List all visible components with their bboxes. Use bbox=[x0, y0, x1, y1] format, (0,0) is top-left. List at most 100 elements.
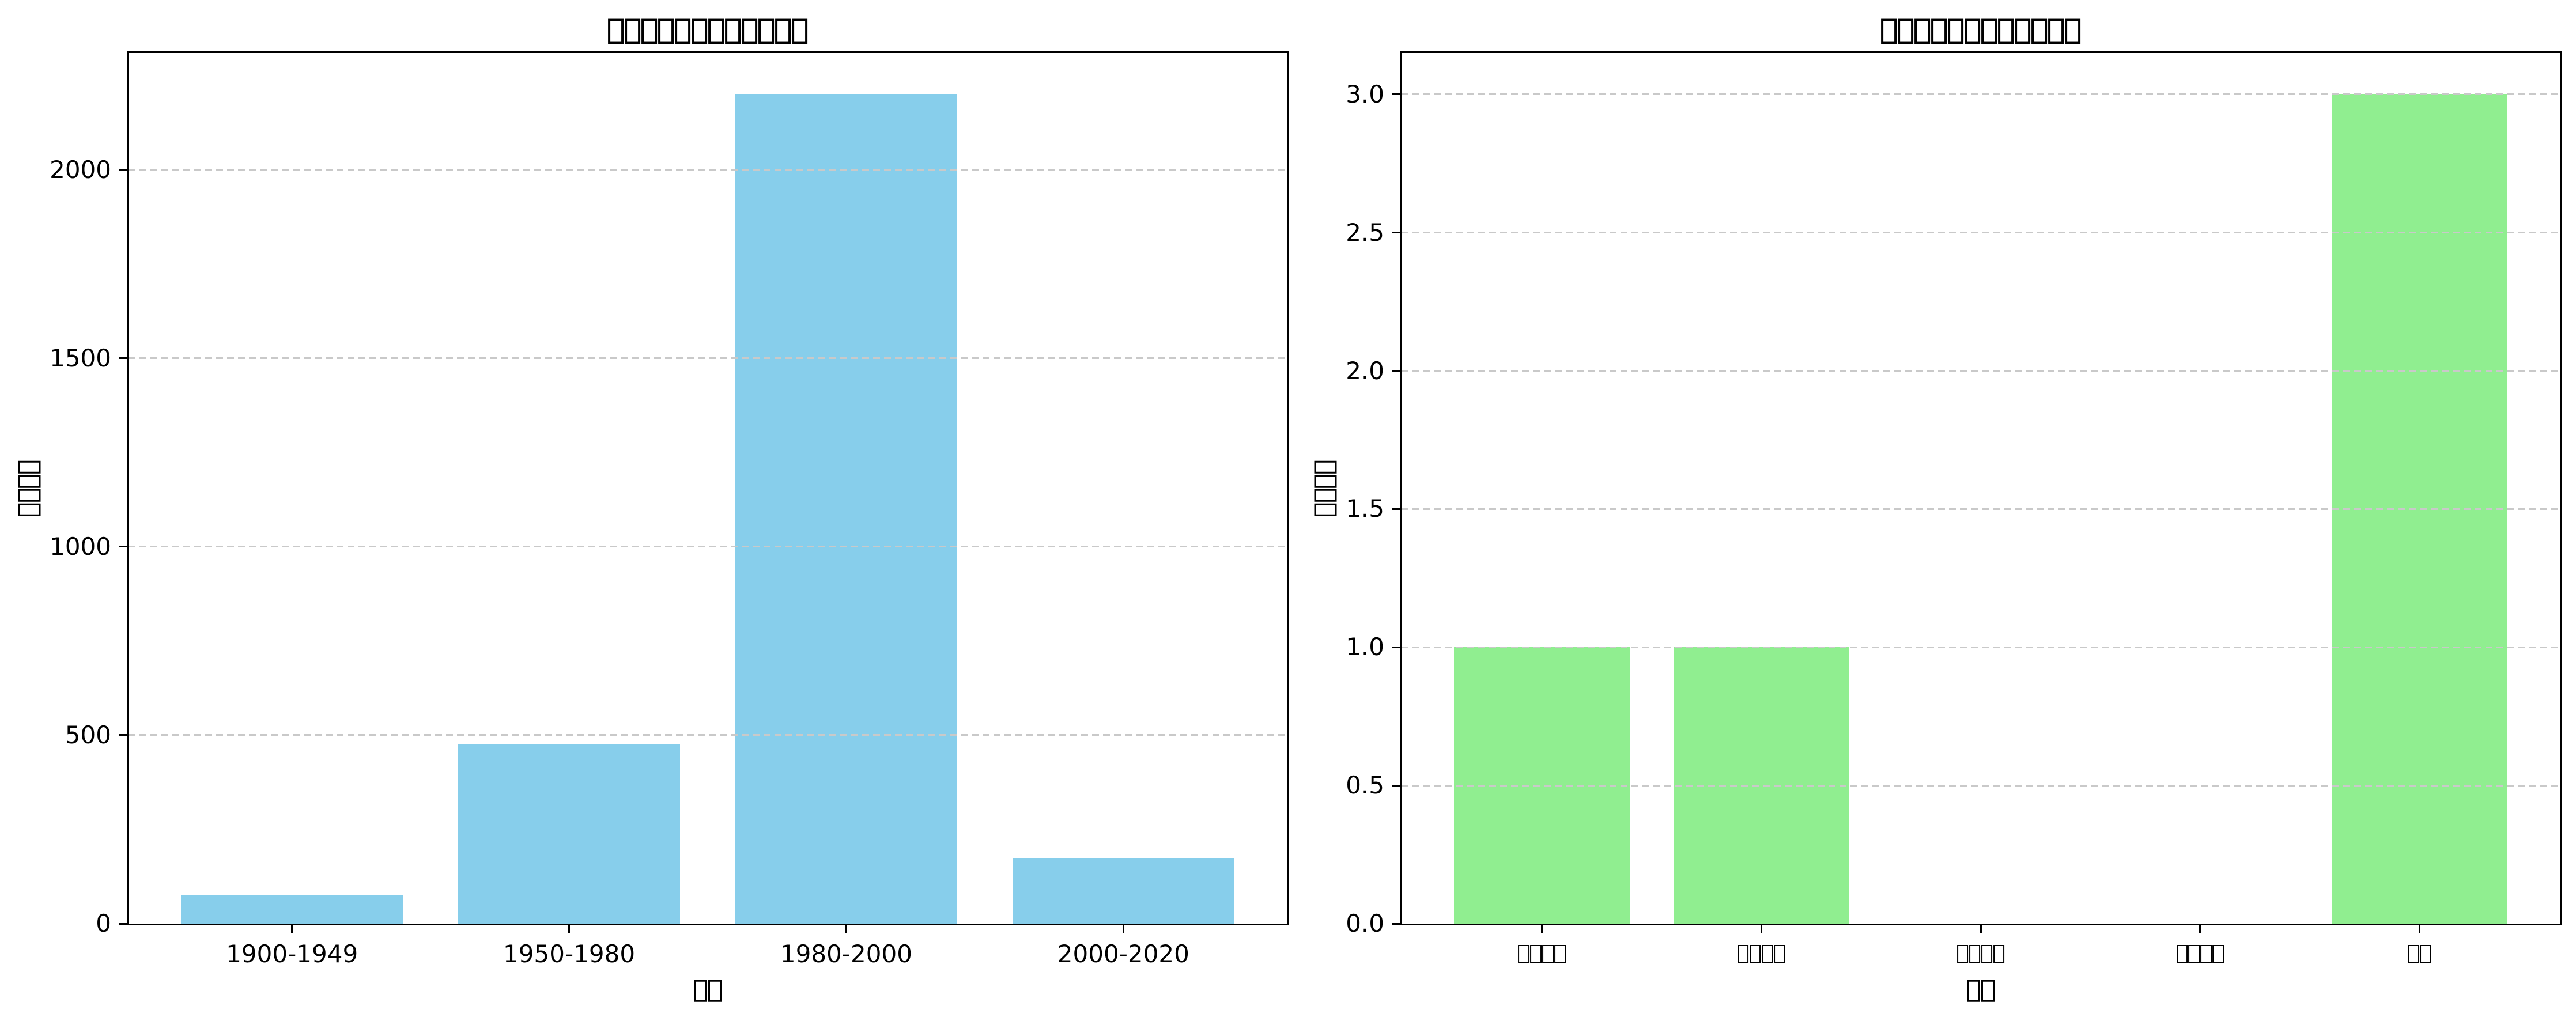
missing-glyph-box bbox=[1554, 944, 1566, 963]
missing-glyph-box bbox=[1948, 18, 1963, 44]
missing-glyph-box bbox=[1530, 944, 1542, 963]
missing-glyph-box bbox=[1993, 944, 2005, 963]
missing-glyph-box bbox=[18, 503, 41, 516]
x-tick-label bbox=[1518, 942, 1566, 967]
missing-glyph-box bbox=[18, 489, 41, 502]
missing-glyph-box bbox=[641, 18, 657, 44]
missing-glyph-box bbox=[18, 460, 41, 474]
missing-glyph-box bbox=[708, 980, 722, 1002]
y-tick-label: 0 bbox=[96, 909, 111, 937]
missing-glyph-box bbox=[2188, 944, 2200, 963]
y-tick-label: 1500 bbox=[50, 343, 111, 372]
grid-line-y bbox=[129, 734, 1287, 736]
missing-glyph-box bbox=[1738, 944, 1749, 963]
chart-title bbox=[1880, 14, 2081, 50]
y-tick-mark bbox=[1392, 370, 1400, 372]
y-axis-label bbox=[1314, 459, 1337, 517]
y-tick-label: 3.0 bbox=[1346, 80, 1384, 108]
y-tick-label: 1.5 bbox=[1346, 494, 1384, 523]
missing-glyph-box bbox=[2200, 944, 2212, 963]
missing-glyph-box bbox=[692, 18, 707, 44]
missing-glyph-box bbox=[1750, 944, 1761, 963]
y-tick-label: 500 bbox=[65, 720, 111, 749]
missing-glyph-box bbox=[1931, 18, 1947, 44]
x-tick-label bbox=[1956, 942, 2005, 967]
bar-left-1 bbox=[458, 744, 680, 924]
missing-glyph-box bbox=[1998, 18, 2014, 44]
y-tick-mark bbox=[1392, 232, 1400, 234]
y-tick-label: 0.0 bbox=[1346, 909, 1384, 937]
y-tick-mark bbox=[119, 546, 127, 548]
missing-glyph-box bbox=[1898, 18, 1913, 44]
x-tick-mark bbox=[845, 925, 847, 933]
y-tick-mark bbox=[119, 923, 127, 925]
missing-glyph-box bbox=[2420, 944, 2431, 963]
x-tick-label: 1980-2000 bbox=[780, 940, 912, 968]
grid-line-y bbox=[129, 169, 1287, 171]
y-tick-mark bbox=[119, 734, 127, 736]
missing-glyph-box bbox=[1956, 944, 1969, 963]
grid-line-y bbox=[1402, 508, 2560, 510]
x-tick-mark bbox=[1980, 925, 1982, 933]
grid-line-y bbox=[129, 546, 1287, 548]
missing-glyph-box bbox=[625, 18, 640, 44]
missing-glyph-box bbox=[2408, 944, 2419, 963]
x-tick-mark bbox=[1122, 925, 1124, 933]
missing-glyph-box bbox=[1981, 18, 1997, 44]
bar-left-3 bbox=[1012, 857, 1234, 924]
missing-glyph-box bbox=[708, 18, 724, 44]
y-tick-mark bbox=[1392, 784, 1400, 787]
missing-glyph-box bbox=[1914, 18, 1930, 44]
x-tick-mark bbox=[1760, 925, 1762, 933]
missing-glyph-box bbox=[1762, 944, 1773, 963]
y-tick-label: 1000 bbox=[50, 532, 111, 561]
missing-glyph-box bbox=[2212, 944, 2224, 963]
bar-left-0 bbox=[181, 895, 403, 924]
missing-glyph-box bbox=[694, 980, 707, 1002]
missing-glyph-box bbox=[1518, 944, 1529, 963]
missing-glyph-box bbox=[792, 18, 807, 44]
missing-glyph-box bbox=[2065, 18, 2080, 44]
y-tick-mark bbox=[119, 169, 127, 171]
missing-glyph-box bbox=[2031, 18, 2047, 44]
missing-glyph-box bbox=[775, 18, 791, 44]
x-tick-label: 2000-2020 bbox=[1057, 940, 1189, 968]
grid-line-y bbox=[1402, 232, 2560, 234]
x-tick-label: 1950-1980 bbox=[503, 940, 636, 968]
y-tick-label: 0.5 bbox=[1346, 771, 1384, 800]
missing-glyph-box bbox=[658, 18, 674, 44]
missing-glyph-box bbox=[675, 18, 690, 44]
missing-glyph-box bbox=[1967, 980, 1980, 1002]
grid-line-y bbox=[1402, 93, 2560, 96]
x-tick-label: 1900-1949 bbox=[226, 940, 358, 968]
bar-left-2 bbox=[735, 94, 957, 924]
y-tick-mark bbox=[1392, 93, 1400, 96]
missing-glyph-box bbox=[725, 18, 741, 44]
missing-glyph-box bbox=[1965, 18, 1980, 44]
y-tick-label: 2.5 bbox=[1346, 218, 1384, 247]
grid-line-y bbox=[1402, 370, 2560, 372]
plot-area-right bbox=[1400, 51, 2562, 925]
missing-glyph-box bbox=[1314, 475, 1337, 488]
x-tick-mark bbox=[2418, 925, 2420, 933]
missing-glyph-box bbox=[1981, 944, 1993, 963]
plot-area-left bbox=[127, 51, 1289, 925]
y-tick-mark bbox=[119, 357, 127, 360]
missing-glyph-box bbox=[758, 18, 774, 44]
y-tick-label: 2.0 bbox=[1346, 356, 1384, 385]
missing-glyph-box bbox=[1314, 489, 1337, 502]
grid-line-y bbox=[1402, 784, 2560, 787]
chart-title bbox=[607, 14, 808, 50]
missing-glyph-box bbox=[2048, 18, 2064, 44]
missing-glyph-box bbox=[1881, 18, 1897, 44]
y-tick-mark bbox=[1392, 646, 1400, 648]
y-axis-label bbox=[18, 459, 41, 517]
missing-glyph-box bbox=[1314, 460, 1337, 474]
missing-glyph-box bbox=[1981, 980, 1995, 1002]
x-tick-label bbox=[2176, 942, 2224, 967]
missing-glyph-box bbox=[1969, 944, 1981, 963]
missing-glyph-box bbox=[608, 18, 624, 44]
y-tick-mark bbox=[1392, 508, 1400, 510]
missing-glyph-box bbox=[2176, 944, 2188, 963]
